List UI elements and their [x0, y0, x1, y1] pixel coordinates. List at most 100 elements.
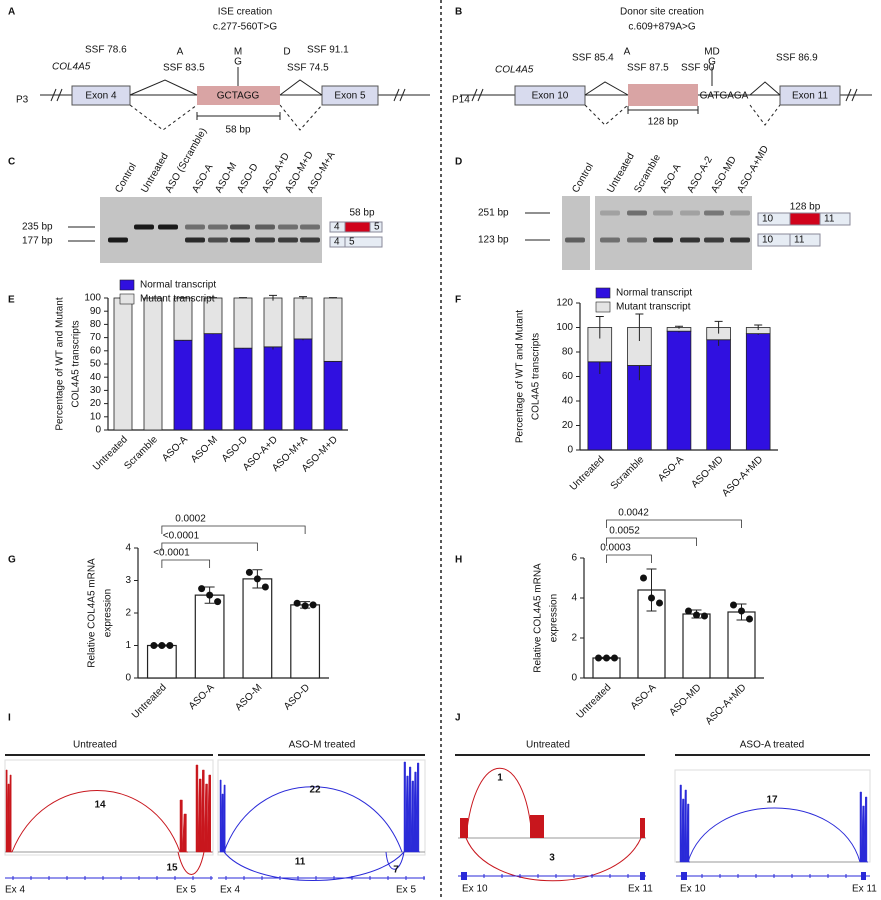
- significance-bracket: [161, 525, 306, 534]
- data-point: [648, 594, 655, 602]
- band: [158, 224, 178, 230]
- coverage: [640, 818, 645, 838]
- y-tick-label: 0: [571, 673, 577, 684]
- exon: [789, 233, 821, 247]
- bar: [146, 644, 177, 679]
- frame: [217, 759, 426, 856]
- legend-swatch: [595, 287, 611, 299]
- site-mark: MD: [704, 47, 720, 58]
- line: [50, 88, 57, 102]
- title: ISE creation: [218, 7, 272, 18]
- gel: [100, 197, 322, 263]
- error-bar: [209, 297, 217, 299]
- error-bar: [675, 325, 683, 329]
- y-tick-label: 1: [125, 640, 131, 651]
- data-point: [738, 607, 745, 615]
- y-tick-label: 4: [125, 543, 131, 554]
- y-tick-label: 0: [125, 673, 131, 684]
- splice-path: [129, 79, 198, 96]
- data-point: [656, 599, 663, 607]
- y-tick-label: 20: [562, 420, 574, 431]
- splice-path: [584, 81, 629, 96]
- exon-label: Ex 4: [5, 885, 25, 896]
- panel-letter: H: [455, 555, 462, 566]
- mutation: G: [708, 57, 716, 68]
- data-point: [150, 642, 158, 649]
- data-point: [693, 611, 700, 619]
- ssf: SSF 83.5: [163, 63, 205, 74]
- error-bar: [595, 315, 604, 339]
- junction-arc: [687, 807, 861, 863]
- mutation: G: [234, 57, 242, 68]
- panel-letter: B: [455, 7, 462, 18]
- ssf: SSF 91.1: [307, 45, 349, 56]
- significance-bracket: [606, 537, 697, 546]
- exon-label: Exon 4: [85, 91, 117, 102]
- error-bar: [179, 297, 187, 299]
- band: [255, 237, 275, 243]
- band: [680, 237, 700, 243]
- y-tick-label: 0: [95, 425, 101, 436]
- x-tick-label: ASO-A: [656, 454, 686, 484]
- ssf: SSF 87.5: [627, 63, 669, 74]
- data-point: [685, 607, 692, 615]
- band: [730, 237, 750, 243]
- y-tick-label: 60: [90, 345, 102, 356]
- bar: [727, 611, 756, 679]
- bar-segment: [666, 330, 692, 451]
- band: [565, 237, 585, 243]
- legend-swatch: [119, 279, 135, 291]
- band: [600, 237, 620, 243]
- error-bar: [269, 294, 277, 301]
- gel: [562, 196, 590, 270]
- exon-block: [461, 872, 467, 880]
- bar-segment: [263, 346, 283, 431]
- y-axis-label: Percentage of WT and Mutant: [55, 297, 66, 430]
- y-tick-label: 90: [90, 306, 102, 317]
- lane-label: ASO-A: [190, 162, 215, 195]
- bar-segment: [113, 297, 133, 431]
- y-tick-label: 6: [571, 553, 577, 564]
- bar-segment: [143, 297, 163, 431]
- significance-bracket: [606, 554, 652, 563]
- panel-letter: A: [8, 7, 15, 18]
- size-label: 177 bp: [22, 236, 53, 247]
- band: [730, 210, 750, 216]
- bar-segment: [706, 339, 731, 451]
- band: [208, 224, 228, 230]
- data-point: [640, 574, 647, 582]
- coverage: [5, 769, 12, 853]
- track-title: Untreated: [526, 740, 570, 751]
- junction-count: 3: [549, 853, 555, 864]
- lane-label: ASO-A+MD: [735, 144, 771, 195]
- coverage: [403, 761, 420, 853]
- bar-segment: [293, 297, 313, 340]
- x-tick-label: ASO-MD: [667, 682, 703, 718]
- y-tick-label: 10: [90, 411, 102, 422]
- exon-block: [681, 872, 687, 880]
- p-value: <0.0001: [163, 531, 200, 542]
- p-value: <0.0001: [153, 548, 190, 559]
- junction-arc: [223, 851, 405, 881]
- exon: [71, 85, 131, 106]
- gene: COL4A5: [495, 65, 534, 76]
- error-bar: [714, 320, 723, 334]
- y-tick-label: 100: [84, 293, 101, 304]
- error-bar: [329, 297, 337, 299]
- band: [600, 210, 620, 216]
- bar-segment: [323, 297, 343, 362]
- panel-letter: C: [8, 157, 15, 168]
- y-axis-label: Percentage of WT and Mutant: [515, 310, 526, 443]
- ssf: SSF 85.4: [572, 53, 614, 64]
- error-bar: [646, 568, 657, 612]
- insert: [789, 212, 821, 226]
- band: [680, 210, 700, 216]
- junction-arc: [385, 851, 405, 870]
- band: [653, 237, 673, 243]
- lane-label: ASO-D: [235, 162, 260, 195]
- exon-label: 11: [794, 235, 805, 246]
- exon-block: [640, 872, 645, 880]
- site-mark: D: [283, 47, 290, 58]
- data-point: [158, 642, 166, 649]
